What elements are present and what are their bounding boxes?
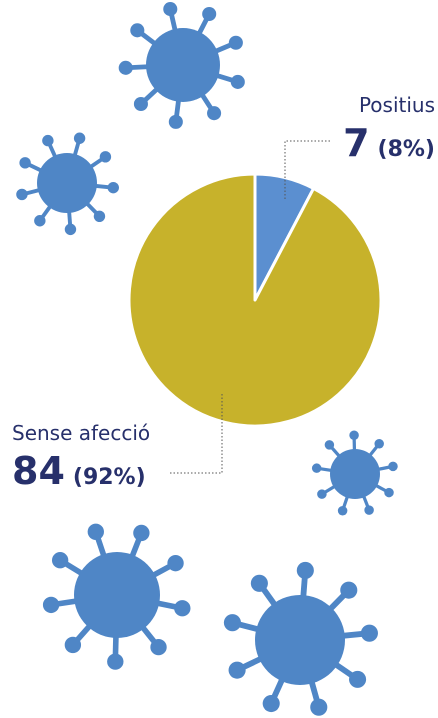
virus-tip — [337, 505, 348, 516]
virus-tip — [349, 670, 367, 688]
category-label: Positius — [359, 93, 435, 117]
virus-tip — [360, 624, 378, 642]
virus-tip — [262, 694, 280, 713]
percent-label: (92%) — [73, 465, 146, 490]
virus-tip — [42, 596, 60, 614]
virus-tip — [296, 561, 314, 580]
virus-tip — [228, 661, 246, 679]
virus-tip — [19, 157, 31, 169]
virus-tip — [223, 614, 241, 632]
virus — [42, 523, 191, 670]
virus-tip — [73, 132, 86, 144]
virus-tip — [163, 2, 178, 17]
virus-tip — [133, 96, 148, 112]
virus-tip — [133, 524, 150, 542]
virus-tip — [51, 552, 69, 569]
virus-tip — [42, 134, 54, 147]
virus-tip — [202, 6, 217, 22]
virus-tip — [64, 223, 77, 236]
percent-label: (8%) — [378, 137, 435, 162]
virus-tip — [250, 574, 268, 592]
virus-body — [146, 28, 220, 102]
value-group: 7 (8%) — [343, 121, 435, 165]
virus-body — [330, 449, 380, 499]
virus-tip — [130, 23, 145, 38]
virus-tip — [340, 581, 358, 599]
virus-tip — [384, 487, 394, 498]
virus-tip — [107, 181, 119, 194]
virus-tip — [228, 35, 243, 50]
virus-tip — [388, 461, 398, 472]
virus — [311, 430, 398, 516]
virus-tip — [107, 653, 124, 670]
virus-tip — [364, 505, 374, 515]
virus-tip — [310, 698, 328, 716]
virus-tip — [34, 215, 46, 227]
virus-tip — [118, 60, 133, 75]
virus — [118, 2, 245, 129]
virus-tip — [99, 151, 112, 163]
virus-tip — [16, 188, 28, 201]
pie-slice — [127, 172, 383, 428]
virus-tip — [150, 638, 167, 656]
virus — [16, 132, 119, 236]
value-label: 7 — [343, 121, 369, 165]
virus-tip — [230, 74, 245, 89]
virus-body — [37, 153, 97, 213]
virus-tip — [317, 489, 327, 499]
leader-line — [170, 392, 223, 474]
virus-tip — [93, 210, 106, 222]
virus-tip — [311, 463, 322, 473]
virus-tip — [64, 636, 82, 654]
virus-tip — [168, 114, 183, 129]
value-group: 84 (92%) — [12, 449, 146, 493]
leader-line — [284, 140, 330, 200]
virus-tip — [207, 106, 222, 121]
virus-body — [255, 595, 345, 685]
virus-tip — [87, 523, 104, 540]
virus-tip — [374, 438, 384, 449]
virus-tip — [174, 600, 191, 617]
virus-tip — [167, 554, 184, 572]
pie — [127, 172, 383, 428]
virus-decorations — [16, 2, 398, 716]
virus-tip — [324, 440, 335, 450]
value-label: 84 — [12, 449, 65, 493]
virus — [223, 561, 378, 716]
category-label: Sense afecció — [12, 421, 150, 445]
virus-body — [74, 552, 160, 638]
virus-tip — [349, 430, 359, 441]
